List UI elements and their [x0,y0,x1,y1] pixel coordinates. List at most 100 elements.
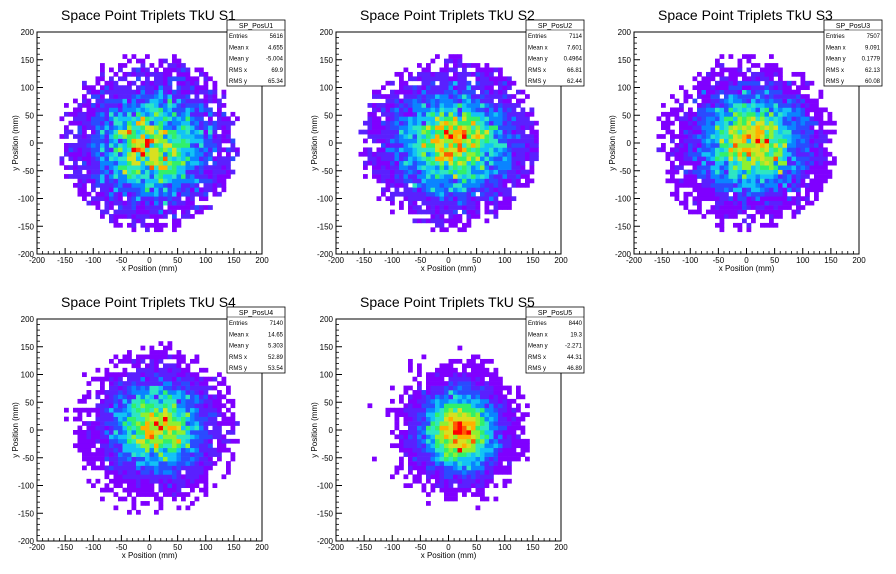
histogram-bin [199,67,204,73]
histogram-bin [417,447,422,453]
histogram-bin [372,111,377,117]
histogram-bin [769,169,774,175]
histogram-bin [167,129,173,135]
histogram-bin [670,94,675,99]
histogram-bin [194,76,200,82]
histogram-bin [502,205,508,210]
histogram-bin [480,456,485,462]
histogram-bin [493,169,499,175]
histogram-bin [484,434,490,440]
histogram-bin [480,438,485,444]
histogram-bin [444,134,449,139]
histogram-bin [755,80,761,86]
histogram-bin [203,205,209,210]
histogram-bin [525,134,530,139]
histogram-bin [498,80,503,86]
histogram-bin [163,492,168,497]
histogram-bin [507,478,512,484]
histogram-bins [358,54,539,233]
histogram-bin [136,461,141,466]
histogram-bins [656,54,837,233]
histogram-bin [439,125,445,130]
histogram-bin [167,416,173,422]
histogram-bin [163,390,168,395]
histogram-bin [140,438,146,444]
histogram-bin [773,134,779,139]
histogram-bin [212,120,218,126]
histogram-bin [86,421,92,426]
histogram-bin [791,129,797,135]
histogram-bin [417,434,422,440]
histogram-bin [439,178,445,184]
histogram-bin [457,469,463,475]
histogram-bin [430,94,436,99]
histogram-bin [95,478,101,484]
histogram-bin [181,178,186,184]
histogram-panel-1: Space Point Triplets TkU S1-200 -150 -100-… [11,7,286,273]
histogram-bin [381,103,386,108]
histogram-bin [498,89,503,95]
histogram-bin [796,209,801,215]
histogram-bin [764,67,770,73]
histogram-bin [113,196,119,202]
histogram-bin [399,200,404,206]
histogram-bin [773,147,779,153]
histogram-bin [221,443,227,449]
histogram-bin [484,111,490,117]
histogram-bin [412,134,418,139]
histogram-bin [145,438,150,444]
histogram-bin [172,205,177,210]
histogram-bin [194,434,200,440]
histogram-bin [421,465,427,471]
histogram-bin [100,169,105,175]
histogram-bin [791,214,797,219]
histogram-bin [502,120,508,126]
histogram-bin [760,71,765,77]
histogram-bin [489,416,494,422]
histogram-bin [823,134,828,139]
histogram-bin [466,138,472,144]
histogram-bin [208,205,213,210]
histogram-bin [199,425,204,431]
histogram-bin [787,111,792,117]
histogram-bin [140,116,146,122]
histogram-bin [122,98,128,104]
histogram-bin [408,425,413,431]
histogram-bin [444,478,449,484]
histogram-bin [719,80,725,86]
histogram-bin [385,196,391,202]
x-tick-label: 0 [744,256,749,265]
histogram-bin [109,98,114,104]
histogram-bin [516,138,521,144]
histogram-bin [149,174,155,179]
histogram-bin [489,434,494,440]
histogram-bin [385,182,391,188]
histogram-bin [457,111,463,117]
histogram-bin [217,390,222,395]
histogram-bin [408,85,413,91]
histogram-bin [742,143,747,148]
histogram-bin [154,205,159,210]
histogram-bin [172,390,177,395]
histogram-bin [751,218,756,224]
histogram-bin [760,103,765,108]
histogram-bin [679,182,684,188]
histogram-bin [122,174,128,179]
histogram-bin [172,222,177,228]
histogram-bin [145,487,150,493]
histogram-bin [480,421,485,426]
histogram-bin [665,125,671,130]
histogram-bin [728,151,734,157]
histogram-bin [412,182,418,188]
histogram-bin [163,191,168,197]
histogram-bin [113,483,119,489]
histogram-bin [471,94,476,99]
histogram-bin [462,94,467,99]
histogram-bin [435,147,440,153]
histogram-bin [737,85,743,91]
histogram-bin [408,430,413,435]
histogram-bin [760,196,765,202]
stats-value: 9.091 [865,45,881,51]
histogram-bin [199,367,204,373]
histogram-bin [439,456,445,462]
